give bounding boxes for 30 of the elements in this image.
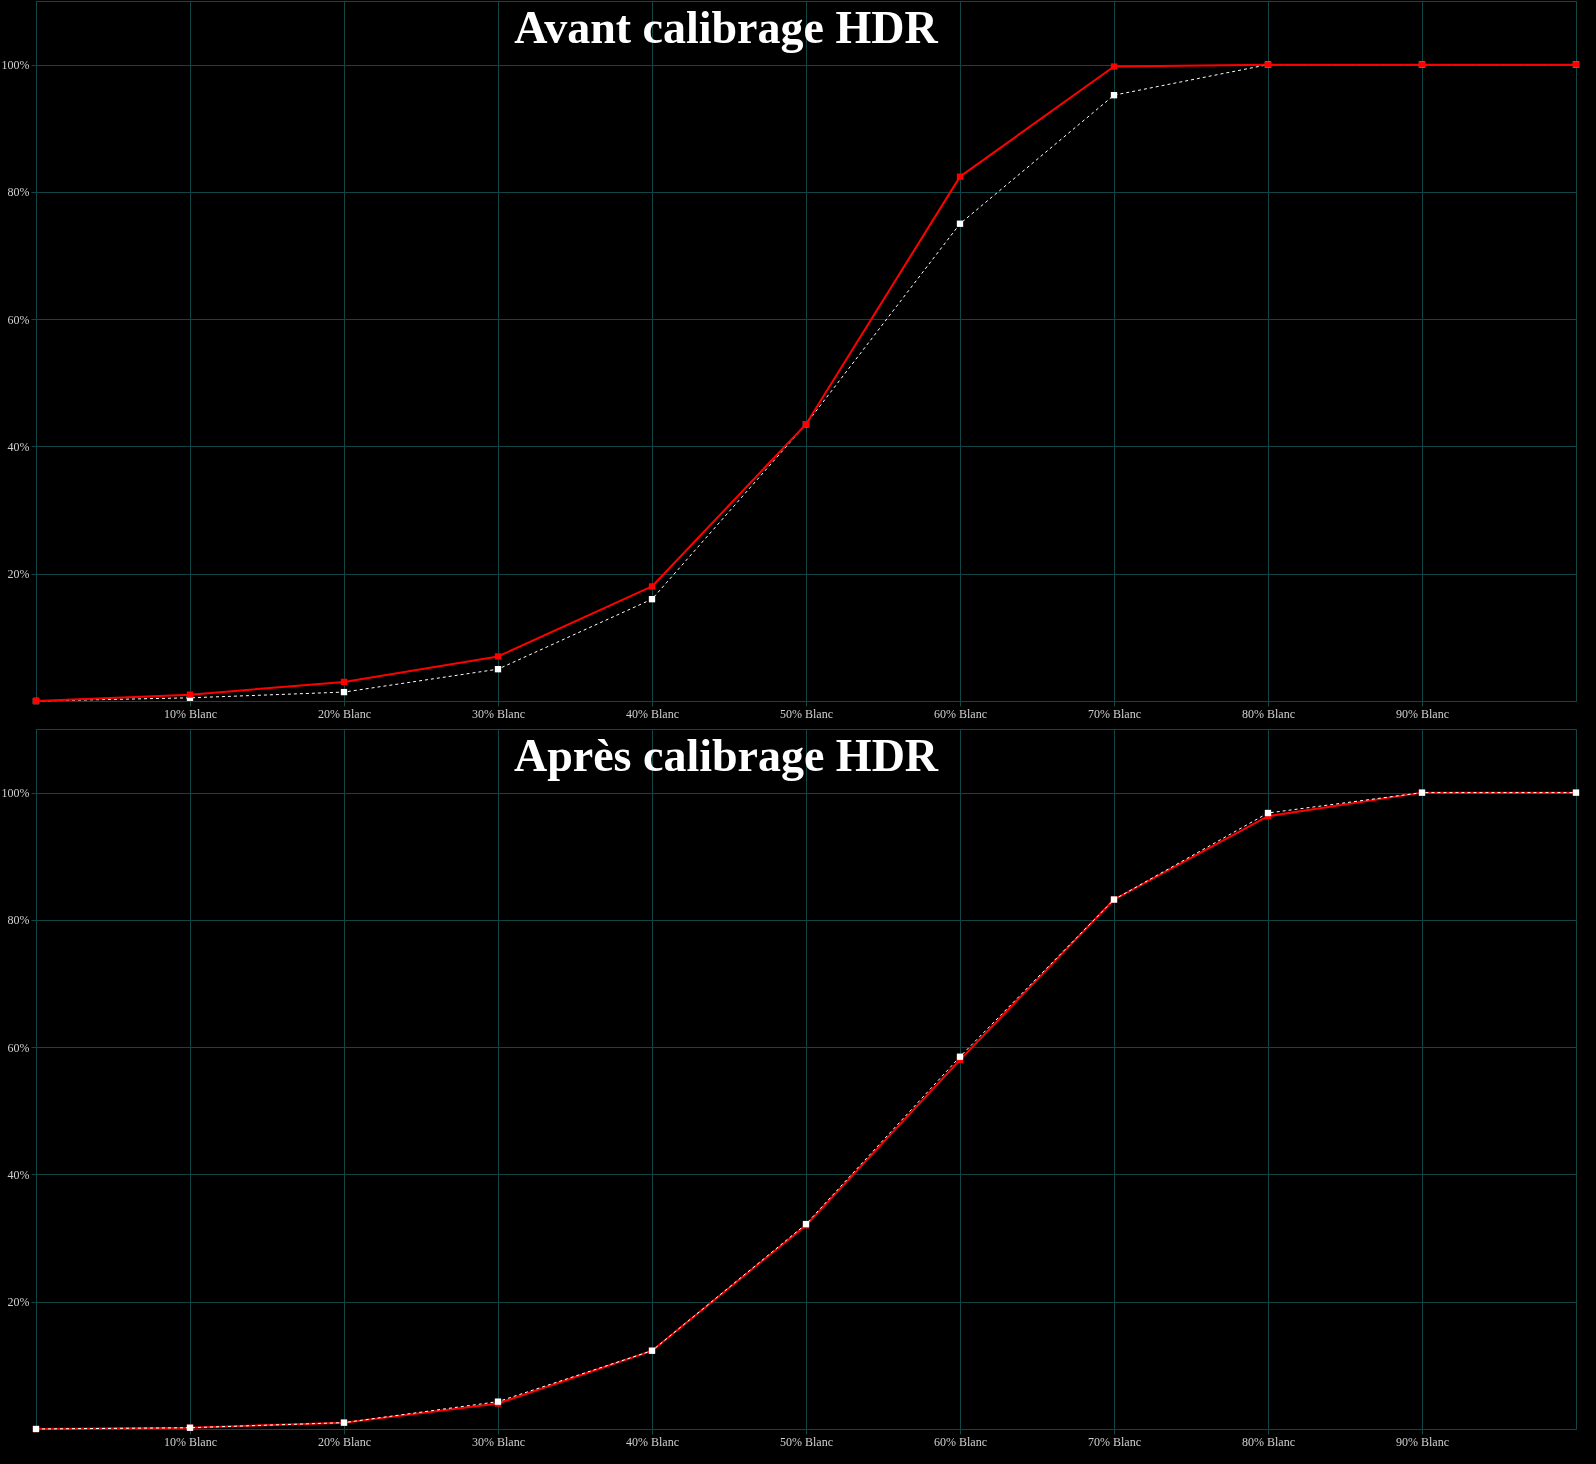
y-tick-label: 20% bbox=[7, 567, 30, 582]
x-tick-label: 10% Blanc bbox=[164, 706, 217, 721]
y-tick-label: 100% bbox=[1, 786, 30, 801]
x-tick-label: 40% Blanc bbox=[626, 1434, 679, 1449]
x-tick-label: 60% Blanc bbox=[934, 706, 987, 721]
x-tick-label: 70% Blanc bbox=[1088, 706, 1141, 721]
chart-title: Avant calibrage HDR bbox=[514, 2, 939, 53]
y-tick-label: 40% bbox=[7, 1167, 30, 1182]
x-tick-label: 20% Blanc bbox=[318, 706, 371, 721]
y-tick-label: 60% bbox=[7, 1040, 30, 1055]
y-tick-label: 60% bbox=[7, 312, 30, 327]
x-tick-label: 30% Blanc bbox=[472, 706, 525, 721]
y-tick-label: 80% bbox=[7, 913, 30, 928]
x-tick-label: 70% Blanc bbox=[1088, 1434, 1141, 1449]
x-tick-label: 90% Blanc bbox=[1396, 706, 1449, 721]
x-tick-label: 30% Blanc bbox=[472, 1434, 525, 1449]
y-tick-label: 20% bbox=[7, 1295, 30, 1310]
x-tick-label: 10% Blanc bbox=[164, 1434, 217, 1449]
x-tick-label: 50% Blanc bbox=[780, 1434, 833, 1449]
y-tick-label: 40% bbox=[7, 439, 30, 454]
y-tick-label: 80% bbox=[7, 185, 30, 200]
x-tick-label: 40% Blanc bbox=[626, 706, 679, 721]
x-tick-label: 80% Blanc bbox=[1242, 1434, 1295, 1449]
chart-title: Après calibrage HDR bbox=[513, 730, 939, 781]
x-tick-label: 90% Blanc bbox=[1396, 1434, 1449, 1449]
x-tick-label: 60% Blanc bbox=[934, 1434, 987, 1449]
y-tick-label: 100% bbox=[1, 58, 30, 73]
x-tick-label: 80% Blanc bbox=[1242, 706, 1295, 721]
x-tick-label: 50% Blanc bbox=[780, 706, 833, 721]
x-tick-label: 20% Blanc bbox=[318, 1434, 371, 1449]
